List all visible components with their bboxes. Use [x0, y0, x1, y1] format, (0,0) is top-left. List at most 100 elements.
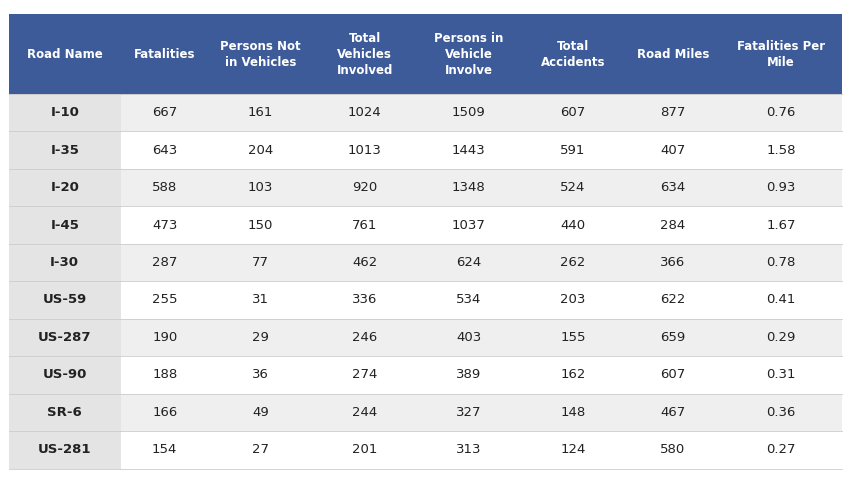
Bar — [8, 244, 121, 281]
Text: 262: 262 — [560, 256, 586, 269]
Text: 0.29: 0.29 — [767, 331, 796, 344]
Text: 188: 188 — [152, 369, 178, 382]
Text: 473: 473 — [152, 218, 178, 231]
Text: 607: 607 — [560, 106, 586, 119]
Text: Persons in
Vehicle
Involve: Persons in Vehicle Involve — [434, 32, 503, 77]
Text: Fatalities Per
Mile: Fatalities Per Mile — [737, 40, 825, 69]
Text: 36: 36 — [252, 369, 269, 382]
Text: Road Name: Road Name — [27, 48, 103, 61]
Text: 0.31: 0.31 — [767, 369, 796, 382]
Bar — [8, 394, 842, 431]
Text: 31: 31 — [252, 294, 269, 306]
Text: I-45: I-45 — [50, 218, 79, 231]
Text: 150: 150 — [248, 218, 273, 231]
Text: 591: 591 — [560, 143, 586, 156]
Bar — [8, 169, 842, 206]
Text: 0.93: 0.93 — [767, 181, 796, 194]
Text: 246: 246 — [352, 331, 377, 344]
Text: 0.76: 0.76 — [767, 106, 796, 119]
Text: 155: 155 — [560, 331, 586, 344]
Bar — [8, 131, 842, 169]
Bar — [8, 131, 121, 169]
Text: 1.58: 1.58 — [767, 143, 796, 156]
Bar — [8, 14, 842, 94]
Bar — [8, 169, 121, 206]
Text: 0.27: 0.27 — [767, 443, 796, 456]
Text: US-90: US-90 — [42, 369, 87, 382]
Text: 255: 255 — [152, 294, 178, 306]
Text: 124: 124 — [560, 443, 586, 456]
Text: Total
Vehicles
Involved: Total Vehicles Involved — [337, 32, 393, 77]
Text: 1.67: 1.67 — [767, 218, 796, 231]
Text: 366: 366 — [660, 256, 685, 269]
Text: 161: 161 — [248, 106, 273, 119]
Text: 77: 77 — [252, 256, 269, 269]
Text: 166: 166 — [152, 406, 178, 419]
Text: 327: 327 — [456, 406, 481, 419]
Text: Road Miles: Road Miles — [637, 48, 709, 61]
Bar — [8, 94, 121, 131]
Bar — [8, 431, 842, 469]
Text: 440: 440 — [560, 218, 586, 231]
Bar — [8, 206, 842, 244]
Text: 154: 154 — [152, 443, 178, 456]
Text: US-59: US-59 — [42, 294, 87, 306]
Bar — [8, 281, 842, 319]
Text: I-10: I-10 — [50, 106, 79, 119]
Bar — [8, 206, 121, 244]
Text: 588: 588 — [152, 181, 178, 194]
Text: 607: 607 — [660, 369, 685, 382]
Text: 287: 287 — [152, 256, 178, 269]
Text: 274: 274 — [352, 369, 377, 382]
Text: 203: 203 — [560, 294, 586, 306]
Bar — [8, 356, 842, 394]
Text: 659: 659 — [660, 331, 685, 344]
Text: 1013: 1013 — [348, 143, 382, 156]
Text: 389: 389 — [456, 369, 481, 382]
Bar — [8, 394, 121, 431]
Text: 201: 201 — [352, 443, 377, 456]
Text: Total
Accidents: Total Accidents — [541, 40, 605, 69]
Text: US-281: US-281 — [38, 443, 92, 456]
Text: Fatalities: Fatalities — [134, 48, 196, 61]
Text: 1443: 1443 — [452, 143, 485, 156]
Text: 313: 313 — [456, 443, 481, 456]
Text: SR-6: SR-6 — [48, 406, 82, 419]
Text: 403: 403 — [456, 331, 481, 344]
Text: 0.36: 0.36 — [767, 406, 796, 419]
Text: 0.78: 0.78 — [767, 256, 796, 269]
Text: 624: 624 — [456, 256, 481, 269]
Bar — [8, 281, 121, 319]
Text: I-30: I-30 — [50, 256, 79, 269]
Bar — [8, 319, 842, 356]
Bar — [8, 244, 842, 281]
Bar — [8, 356, 121, 394]
Bar — [8, 319, 121, 356]
Text: 1348: 1348 — [452, 181, 485, 194]
Text: 284: 284 — [660, 218, 685, 231]
Text: I-35: I-35 — [50, 143, 79, 156]
Text: 467: 467 — [660, 406, 685, 419]
Text: 204: 204 — [248, 143, 273, 156]
Text: 622: 622 — [660, 294, 685, 306]
Text: 634: 634 — [660, 181, 685, 194]
Text: 162: 162 — [560, 369, 586, 382]
Text: 29: 29 — [252, 331, 269, 344]
Text: 580: 580 — [660, 443, 685, 456]
Text: US-287: US-287 — [38, 331, 92, 344]
Text: 462: 462 — [352, 256, 377, 269]
Text: 49: 49 — [252, 406, 269, 419]
Text: 534: 534 — [456, 294, 481, 306]
Bar — [8, 94, 842, 131]
Text: I-20: I-20 — [50, 181, 79, 194]
Text: 190: 190 — [152, 331, 178, 344]
Text: 336: 336 — [352, 294, 377, 306]
Text: 920: 920 — [352, 181, 377, 194]
Text: 0.41: 0.41 — [767, 294, 796, 306]
Bar — [8, 431, 121, 469]
Text: 1509: 1509 — [452, 106, 485, 119]
Text: 877: 877 — [660, 106, 685, 119]
Text: 524: 524 — [560, 181, 586, 194]
Text: 667: 667 — [152, 106, 178, 119]
Text: 761: 761 — [352, 218, 377, 231]
